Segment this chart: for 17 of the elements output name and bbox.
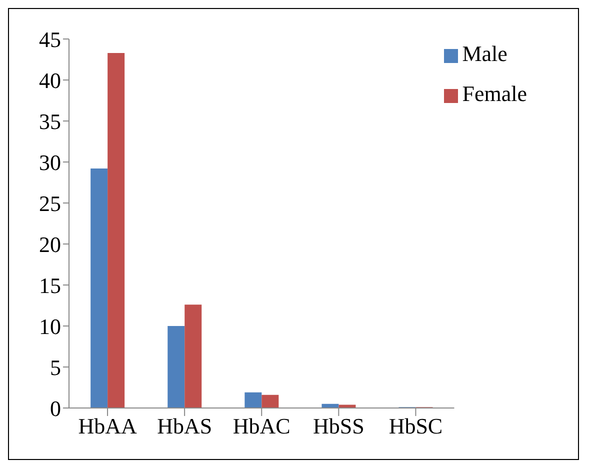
y-tick-label: 25 xyxy=(39,190,61,216)
y-tick-label: 45 xyxy=(39,26,61,52)
y-tick-label: 15 xyxy=(39,272,61,298)
x-tick-label: HbAS xyxy=(157,414,212,439)
y-tick-label: 20 xyxy=(39,232,61,257)
x-tick-label: HbSC xyxy=(388,414,443,439)
y-tick-label: 30 xyxy=(39,150,61,175)
x-tick-label: HbAC xyxy=(232,414,290,439)
x-tick-label: HbAA xyxy=(78,414,137,439)
y-tick-label: 40 xyxy=(39,68,61,93)
x-tick-label: HbSS xyxy=(312,414,364,439)
y-tick-label: 0 xyxy=(50,396,61,421)
legend-label: Male xyxy=(462,41,508,66)
legend-label: Female xyxy=(462,81,527,106)
y-tick-label: 10 xyxy=(39,314,61,339)
y-tick-label: 5 xyxy=(50,354,61,380)
y-tick-label: 35 xyxy=(39,108,61,134)
